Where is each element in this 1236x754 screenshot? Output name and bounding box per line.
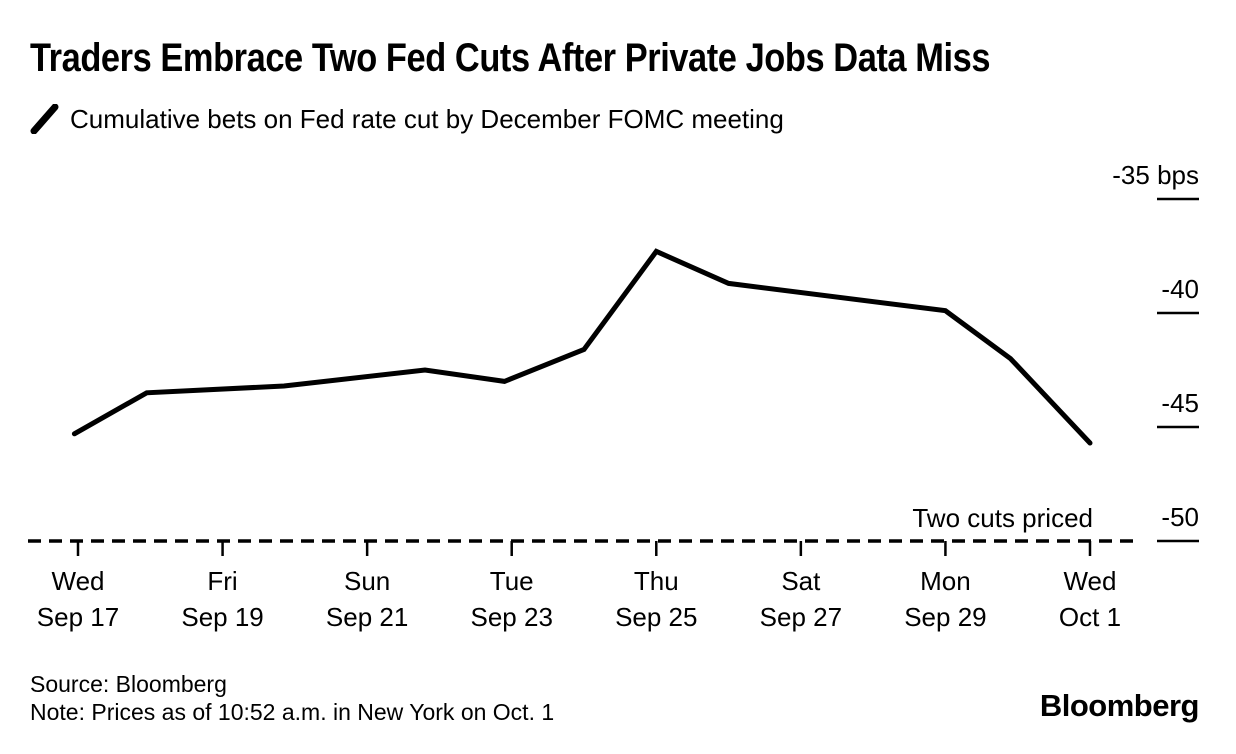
x-tick-label: Wed Oct 1 xyxy=(1005,563,1175,635)
x-tick-label: Tue Sep 23 xyxy=(427,563,597,635)
baseline-annotation: Two cuts priced xyxy=(912,503,1093,533)
x-tick-label-date: Sep 29 xyxy=(904,602,987,632)
x-tick-label: Thu Sep 25 xyxy=(571,563,741,635)
x-tick-label-weekday: Tue xyxy=(489,566,534,596)
x-tick-label-date: Sep 17 xyxy=(36,602,120,632)
x-tick-label-weekday: Thu xyxy=(633,566,679,596)
x-tick-label: Fri Sep 19 xyxy=(138,563,308,635)
x-tick-label-weekday: Fri xyxy=(207,566,238,596)
footer: Source: Bloomberg Note: Prices as of 10:… xyxy=(30,670,554,726)
x-tick-label: Sat Sep 27 xyxy=(716,563,886,635)
y-tick-label: -50 xyxy=(1161,502,1199,532)
note-text: Note: Prices as of 10:52 a.m. in New Yor… xyxy=(30,699,555,725)
y-tick-label: -45 xyxy=(1161,388,1199,418)
x-tick-label-date: Sep 27 xyxy=(759,602,843,632)
x-tick-label-weekday: Wed xyxy=(51,566,105,596)
bloomberg-logo: Bloomberg xyxy=(1039,688,1200,723)
x-tick-label-weekday: Sun xyxy=(343,566,391,596)
x-tick-label-date: Oct 1 xyxy=(1058,602,1122,632)
x-tick-label: Sun Sep 21 xyxy=(282,563,452,635)
x-tick-label-date: Sep 25 xyxy=(615,602,698,632)
x-tick-label: Wed Sep 17 xyxy=(0,563,163,635)
rate-cut-bets-line xyxy=(71,248,1093,446)
x-tick-label: Mon Sep 29 xyxy=(860,563,1030,635)
y-tick-label: -40 xyxy=(1161,274,1199,304)
x-tick-label-weekday: Wed xyxy=(1063,566,1117,596)
line-series-slash-icon xyxy=(30,104,59,134)
source-text: Source: Bloomberg xyxy=(30,671,227,697)
x-tick-label-date: Sep 19 xyxy=(181,602,264,632)
chart-title: Traders Embrace Two Fed Cuts After Priva… xyxy=(30,36,991,80)
x-tick-label-weekday: Mon xyxy=(920,566,971,596)
x-tick-label-date: Sep 21 xyxy=(325,602,409,632)
y-tick-label: -35 bps xyxy=(1112,160,1199,190)
x-tick-label-weekday: Sat xyxy=(781,566,821,596)
x-tick-label-date: Sep 23 xyxy=(470,602,553,632)
chart-legend: Cumulative bets on Fed rate cut by Decem… xyxy=(30,102,784,136)
legend-label: Cumulative bets on Fed rate cut by Decem… xyxy=(70,103,784,134)
